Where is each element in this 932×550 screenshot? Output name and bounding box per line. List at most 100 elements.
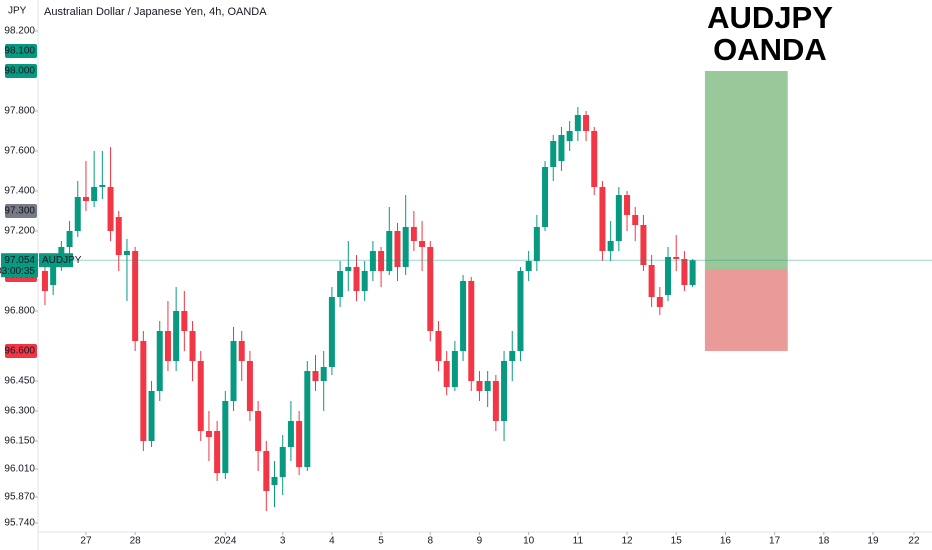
candle-body	[107, 187, 114, 231]
candle-body	[615, 195, 622, 241]
candle-body	[386, 231, 393, 271]
countdown-label: 03:00:35	[0, 266, 35, 277]
candle-body	[394, 231, 401, 267]
candle-body	[361, 271, 368, 291]
candle-body	[74, 197, 81, 231]
price-label: 96.600	[4, 346, 35, 357]
axis-currency: JPY	[8, 6, 27, 17]
x-tick-label: 11	[573, 536, 584, 547]
candle-body	[517, 271, 524, 351]
candle-body	[476, 381, 483, 391]
y-tick-label: 98.200	[4, 26, 35, 37]
position-loss-zone	[704, 269, 788, 351]
candle-body	[197, 361, 204, 431]
x-tick-label: 12	[621, 536, 633, 547]
x-tick-label: 22	[908, 536, 920, 547]
candle-body	[509, 351, 516, 361]
candle-body	[501, 361, 508, 421]
candle-body	[50, 259, 57, 285]
x-tick-label: 4	[329, 536, 335, 547]
y-tick-label: 97.800	[4, 106, 35, 117]
candle-body	[312, 371, 319, 381]
candle-body	[550, 141, 557, 167]
x-tick-label: 5	[378, 536, 384, 547]
candle-body	[337, 271, 344, 297]
chart-title: Australian Dollar / Japanese Yen, 4h, OA…	[44, 6, 267, 18]
candle-body	[123, 251, 130, 255]
candle-body	[542, 167, 549, 227]
candle-body	[99, 185, 106, 187]
price-label-box	[5, 204, 37, 218]
candle-body	[419, 241, 426, 247]
candle-body	[345, 267, 352, 271]
candle-body	[271, 477, 278, 485]
x-tick-label: 17	[769, 536, 781, 547]
candle-body	[460, 281, 467, 351]
price-label: 98.000	[4, 66, 35, 77]
candle-body	[369, 251, 376, 271]
symbol-tag: AUDJPY	[42, 255, 82, 266]
candle-body	[279, 447, 286, 477]
candle-body	[427, 247, 434, 331]
candle-body	[656, 297, 663, 307]
candle-body	[640, 225, 647, 265]
candle-body	[41, 271, 48, 291]
x-tick-label: 9	[477, 536, 483, 547]
candle-body	[574, 115, 581, 131]
candle-body	[566, 131, 573, 141]
candle-body	[222, 401, 229, 473]
candle-body	[681, 259, 688, 285]
y-tick-label: 96.300	[4, 406, 35, 417]
price-label-box	[5, 64, 37, 78]
y-tick-label: 95.740	[4, 518, 35, 529]
symbol-tag-box	[39, 253, 73, 268]
y-tick-label: 96.150	[4, 436, 35, 447]
candle-body	[189, 331, 196, 361]
x-tick-label: 18	[818, 536, 830, 547]
candle-body	[451, 351, 458, 387]
candle-body	[665, 257, 672, 295]
x-tick-label: 19	[867, 536, 879, 547]
candle-body	[148, 391, 155, 441]
price-label: 98.100	[4, 46, 35, 57]
candle-body	[624, 195, 631, 215]
candle-body	[164, 331, 171, 361]
position-profit-zone	[704, 71, 788, 269]
x-tick-label: 3	[280, 536, 286, 547]
candle-body	[91, 187, 98, 201]
y-tick-label: 96.450	[4, 376, 35, 387]
x-tick-label: 27	[80, 536, 92, 547]
overlay-exchange: OANDA	[713, 32, 827, 67]
y-tick-label: 96.010	[4, 464, 35, 475]
y-tick-label: 97.200	[4, 226, 35, 237]
candle-body	[246, 361, 253, 411]
candle-body	[263, 451, 270, 491]
candle-body	[492, 381, 499, 421]
candle-body	[435, 331, 442, 361]
price-label-box	[1, 253, 38, 278]
candle-body	[525, 261, 532, 271]
price-label: 97.054	[4, 255, 35, 266]
candle-body	[410, 227, 417, 241]
candle-body	[205, 431, 212, 437]
candle-body	[533, 227, 540, 261]
x-tick-label: 15	[671, 536, 683, 547]
candle-body	[304, 371, 311, 467]
candle-body	[115, 217, 122, 255]
candle-body	[689, 260, 696, 285]
candle-body	[607, 241, 614, 251]
candle-body	[287, 421, 294, 447]
candle-body	[320, 367, 327, 381]
price-label-box	[5, 344, 37, 358]
price-label: 97.300	[4, 206, 35, 217]
candle-body	[238, 341, 245, 361]
x-tick-label: 2024	[214, 536, 237, 547]
x-tick-label: 10	[523, 536, 535, 547]
y-tick-label: 97.600	[4, 146, 35, 157]
candle-body	[443, 361, 450, 387]
candle-body	[181, 311, 188, 331]
candle-body	[599, 187, 606, 251]
candle-body	[484, 381, 491, 391]
